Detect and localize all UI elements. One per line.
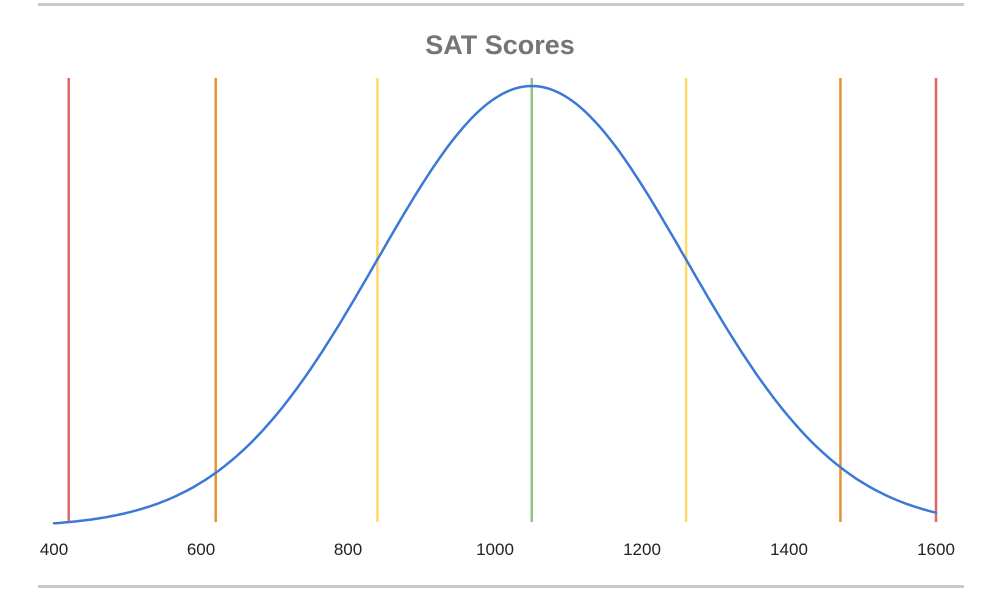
x-axis-ticks: 400 600 800 1000 1200 1400 1600 — [40, 540, 955, 559]
top-divider — [38, 3, 964, 6]
chart-title: SAT Scores — [425, 30, 575, 60]
reference-lines — [67, 78, 938, 522]
x-tick-label: 800 — [334, 540, 362, 559]
x-tick-label: 1400 — [770, 540, 808, 559]
distribution-curve — [52, 84, 938, 525]
x-tick-label: 1200 — [623, 540, 661, 559]
x-tick-label: 1600 — [917, 540, 955, 559]
x-tick-label: 1000 — [476, 540, 514, 559]
x-tick-label: 600 — [187, 540, 215, 559]
bottom-divider — [38, 585, 964, 588]
x-tick-label: 400 — [40, 540, 68, 559]
